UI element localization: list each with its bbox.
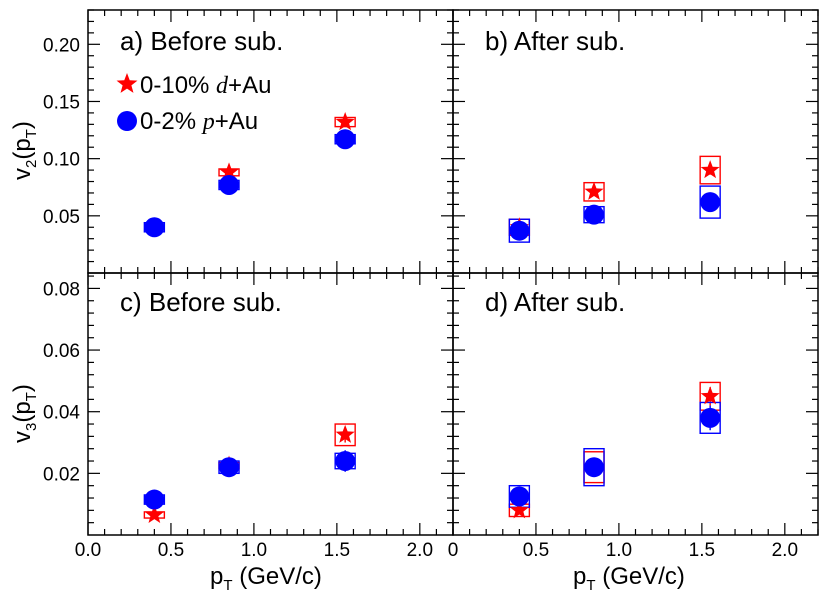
data-point-star [700,160,720,179]
v3-title-sub2: T [23,392,40,401]
v3-title-end: ) [9,384,36,392]
panel-b: b) After sub. [452,9,819,274]
x-tick-label: 0.0 [75,540,101,561]
x-tick-label: 0.5 [158,540,184,561]
x-tick-label: 1.0 [241,540,267,561]
xr-title-rest: (GeV/c) [596,563,685,590]
x-axis-title-left: pT (GeV/c) [210,563,322,594]
x-tick-label: 0.5 [523,540,549,561]
data-point-star [584,181,604,200]
data-point-star [219,162,239,181]
x-tick-label: 1.5 [689,540,715,561]
panel-d-ticks [452,273,819,535]
v3-title-mid: (p [9,401,36,422]
data-point-star [509,500,529,519]
data-point-circle [509,486,530,507]
y-tick-label: 0.05 [43,207,80,228]
panel-a-ticks [87,9,454,273]
data-point-star [144,504,164,524]
xr-title-main: p [573,563,586,590]
data-point-circle [584,204,605,225]
v2-title-sub1: 2 [23,160,40,168]
legend: 0-10% d+Au 0-2% p+Au [116,72,271,135]
data-point-star [700,386,720,405]
legend-pau-system: p [201,109,215,135]
panel-b-marks [508,155,721,243]
legend-circle-marker [117,111,137,131]
syst-box [699,155,721,185]
panel-c-marks [143,423,356,524]
legend-entry-dau: 0-10% d+Au [116,72,271,99]
v2-title-mid: (p [9,138,36,159]
x-tick-label: 1.5 [324,540,350,561]
legend-entry-pau: 0-2% p+Au [117,108,258,135]
panel-d-marks [508,381,721,519]
data-point-circle [219,174,240,195]
panel-c-label: c) Before sub. [120,287,282,317]
panel-a-marks [143,112,356,238]
v2-title-main: v [9,168,36,180]
y-tick-label: 0.08 [43,279,80,300]
data-point-circle [219,457,240,478]
v3-title-sub1: 3 [23,423,40,431]
x-tick-label: 2.0 [407,540,433,561]
panel-b-label: b) After sub. [485,26,625,56]
panel-d-label: d) After sub. [485,287,625,317]
xl-title-rest: (GeV/c) [233,563,322,590]
syst-box [334,423,356,447]
legend-dau-suffix: +Au [228,72,271,99]
x-axis-title-right: pT (GeV/c) [573,563,685,594]
data-point-circle [509,220,530,241]
x-tick-label: 0 [448,540,459,561]
xl-title-sub: T [223,577,232,594]
legend-text-dau: 0-10% d+Au [140,72,271,99]
data-point-circle [335,451,356,472]
x-tick-label: 2.0 [772,540,798,561]
data-point-star [335,112,355,131]
tick-labels: 0.0 0 0.5 0.5 1.0 1.0 1.5 1.5 2.0 2.0 0.05 0.10 0.15… [43,35,798,561]
data-point-circle [700,407,721,428]
legend-pau-prefix: 0-2% [140,108,196,135]
y-tick-label: 0.02 [43,464,80,485]
legend-pau-suffix: +Au [215,108,258,135]
xl-title-main: p [210,563,223,590]
x-tick-label: 1.0 [606,540,632,561]
y-tick-label: 0.15 [43,92,80,113]
legend-text-pau: 0-2% p+Au [140,108,258,135]
panel-a: a) Before sub. [87,9,454,274]
data-point-circle [700,192,721,213]
xr-title-sub: T [586,577,595,594]
data-point-circle [335,129,356,150]
legend-dau-prefix: 0-10% [140,72,209,99]
v3-axis-title: v3(pT) [9,384,40,443]
y-tick-label: 0.20 [43,35,80,56]
panel-c: c) Before sub. [87,272,454,536]
panel-b-ticks [452,9,819,273]
v2-title-end: ) [9,121,36,129]
data-point-circle [584,457,605,478]
y-tick-label: 0.04 [43,403,80,424]
data-point-circle [144,217,165,238]
v2-axis-title: v2(pT) [9,121,40,180]
y-tick-label: 0.06 [43,341,80,362]
data-point-star [335,424,355,443]
legend-dau-system: d [216,73,229,99]
panel-d: d) After sub. [452,272,819,536]
panel-a-label: a) Before sub. [120,26,283,56]
v2-title-sub2: T [23,129,40,138]
data-point-circle [144,489,165,510]
panel-c-ticks [87,273,454,535]
y-tick-label: 0.10 [43,150,80,171]
legend-star-marker [116,73,138,93]
v3-title-main: v [9,431,36,443]
